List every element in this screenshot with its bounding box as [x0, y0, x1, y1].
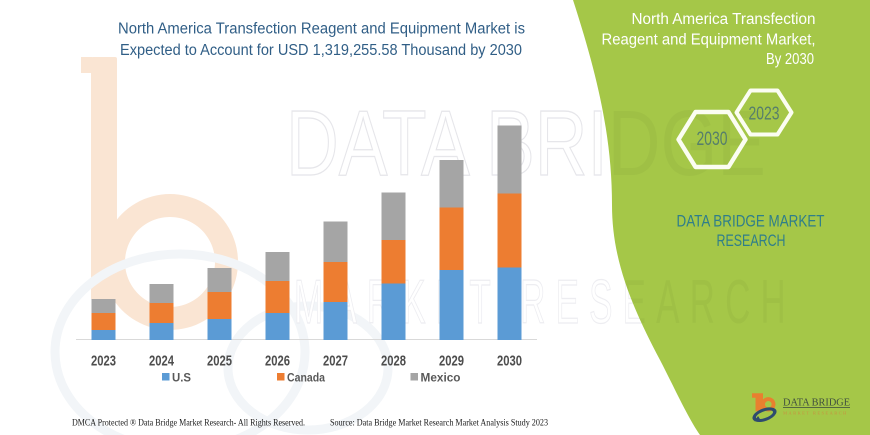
- svg-text:2029: 2029: [439, 352, 464, 369]
- svg-text:Source: Data Bridge Market Res: Source: Data Bridge Market Research Mark…: [330, 417, 548, 427]
- svg-text:MARKET RESEARCH: MARKET RESEARCH: [783, 411, 848, 416]
- svg-text:2023: 2023: [749, 104, 780, 124]
- svg-text:Expected to Account for USD 1,: Expected to Account for USD 1,319,255.58…: [120, 42, 522, 59]
- svg-text:Canada: Canada: [287, 371, 325, 385]
- svg-text:2030: 2030: [497, 352, 522, 369]
- svg-text:Reagent and Equipment Market,: Reagent and Equipment Market,: [602, 32, 816, 49]
- svg-text:2023: 2023: [91, 352, 116, 369]
- svg-text:Mexico: Mexico: [421, 371, 461, 385]
- svg-text:North America Transfection Rea: North America Transfection Reagent and E…: [118, 21, 525, 38]
- svg-text:2024: 2024: [149, 352, 174, 369]
- svg-text:2030: 2030: [697, 129, 728, 150]
- svg-text:DATA BRIDGE: DATA BRIDGE: [783, 398, 850, 409]
- svg-text:U.S: U.S: [172, 371, 191, 385]
- svg-text:By 2030: By 2030: [766, 51, 814, 68]
- svg-text:2028: 2028: [381, 352, 406, 369]
- svg-text:2027: 2027: [323, 352, 348, 369]
- svg-text:DMCA Protected ® Data Bridge M: DMCA Protected ® Data Bridge Market Rese…: [72, 417, 305, 427]
- svg-text:2025: 2025: [207, 352, 232, 369]
- svg-text:North America Transfection: North America Transfection: [632, 11, 816, 28]
- svg-text:RESEARCH: RESEARCH: [717, 232, 786, 250]
- svg-text:DATA BRIDGE MARKET: DATA BRIDGE MARKET: [677, 213, 825, 231]
- svg-text:2026: 2026: [265, 352, 290, 369]
